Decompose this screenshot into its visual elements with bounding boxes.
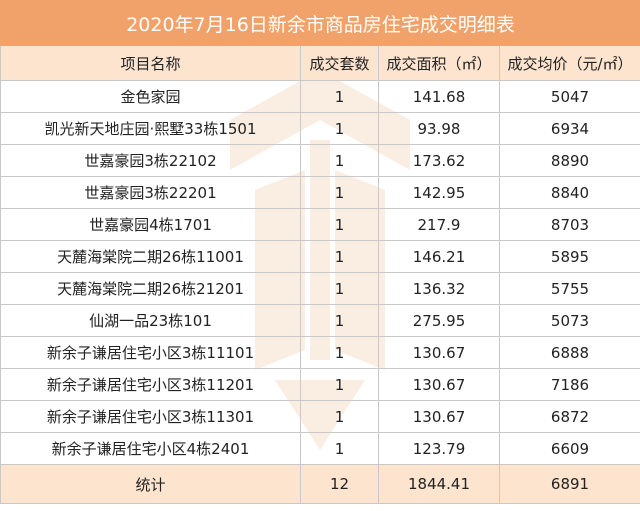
units-cell: 1 bbox=[300, 240, 379, 273]
units-cell: 1 bbox=[300, 112, 379, 145]
table-row: 新余子谦居住宅小区3栋11201 1 130.67 7186 bbox=[0, 368, 640, 401]
total-label: 统计 bbox=[0, 464, 301, 504]
table-row: 世嘉豪园4栋1701 1 217.9 8703 bbox=[0, 208, 640, 241]
table-row: 金色家园 1 141.68 5047 bbox=[0, 80, 640, 113]
total-units: 12 bbox=[300, 464, 379, 504]
area-cell: 130.67 bbox=[378, 400, 500, 433]
avg-price-cell: 8703 bbox=[499, 208, 640, 241]
avg-price-cell: 8840 bbox=[499, 176, 640, 209]
header-avg-price: 成交均价（元/㎡） bbox=[499, 45, 640, 81]
project-name-cell: 世嘉豪园3栋22201 bbox=[0, 176, 301, 209]
area-cell: 136.32 bbox=[378, 272, 500, 305]
table-title: 2020年7月16日新余市商品房住宅成交明细表 bbox=[0, 0, 640, 46]
units-cell: 1 bbox=[300, 272, 379, 305]
avg-price-cell: 7186 bbox=[499, 368, 640, 401]
project-name-cell: 新余子谦居住宅小区3栋11101 bbox=[0, 336, 301, 369]
project-name-cell: 仙湖一品23栋101 bbox=[0, 304, 301, 337]
total-row: 统计 12 1844.41 6891 bbox=[0, 464, 640, 504]
project-name-cell: 金色家园 bbox=[0, 80, 301, 113]
units-cell: 1 bbox=[300, 144, 379, 177]
table-row: 世嘉豪园3栋22201 1 142.95 8840 bbox=[0, 176, 640, 209]
table-row: 新余子谦居住宅小区4栋2401 1 123.79 6609 bbox=[0, 432, 640, 465]
area-cell: 93.98 bbox=[378, 112, 500, 145]
units-cell: 1 bbox=[300, 336, 379, 369]
area-cell: 173.62 bbox=[378, 144, 500, 177]
avg-price-cell: 6888 bbox=[499, 336, 640, 369]
table-row: 凯光新天地庄园·熙墅33栋1501 1 93.98 6934 bbox=[0, 112, 640, 145]
table-row: 仙湖一品23栋101 1 275.95 5073 bbox=[0, 304, 640, 337]
area-cell: 141.68 bbox=[378, 80, 500, 113]
avg-price-cell: 5073 bbox=[499, 304, 640, 337]
avg-price-cell: 5895 bbox=[499, 240, 640, 273]
area-cell: 130.67 bbox=[378, 336, 500, 369]
table-row: 世嘉豪园3栋22102 1 173.62 8890 bbox=[0, 144, 640, 177]
avg-price-cell: 5047 bbox=[499, 80, 640, 113]
area-cell: 146.21 bbox=[378, 240, 500, 273]
units-cell: 1 bbox=[300, 208, 379, 241]
area-cell: 130.67 bbox=[378, 368, 500, 401]
avg-price-cell: 8890 bbox=[499, 144, 640, 177]
header-row: 项目名称 成交套数 成交面积（㎡） 成交均价（元/㎡） bbox=[0, 45, 640, 81]
avg-price-cell: 6934 bbox=[499, 112, 640, 145]
units-cell: 1 bbox=[300, 432, 379, 465]
area-cell: 142.95 bbox=[378, 176, 500, 209]
header-project-name: 项目名称 bbox=[0, 45, 301, 81]
table-row: 天麓海棠院二期26栋21201 1 136.32 5755 bbox=[0, 272, 640, 305]
total-avg-price: 6891 bbox=[499, 464, 640, 504]
units-cell: 1 bbox=[300, 400, 379, 433]
area-cell: 217.9 bbox=[378, 208, 500, 241]
units-cell: 1 bbox=[300, 368, 379, 401]
avg-price-cell: 5755 bbox=[499, 272, 640, 305]
project-name-cell: 凯光新天地庄园·熙墅33栋1501 bbox=[0, 112, 301, 145]
header-area: 成交面积（㎡） bbox=[378, 45, 500, 81]
project-name-cell: 世嘉豪园4栋1701 bbox=[0, 208, 301, 241]
project-name-cell: 新余子谦居住宅小区3栋11301 bbox=[0, 400, 301, 433]
area-cell: 275.95 bbox=[378, 304, 500, 337]
table-row: 新余子谦居住宅小区3栋11101 1 130.67 6888 bbox=[0, 336, 640, 369]
area-cell: 123.79 bbox=[378, 432, 500, 465]
title-row: 2020年7月16日新余市商品房住宅成交明细表 bbox=[0, 0, 640, 46]
avg-price-cell: 6872 bbox=[499, 400, 640, 433]
units-cell: 1 bbox=[300, 80, 379, 113]
units-cell: 1 bbox=[300, 304, 379, 337]
table-row: 新余子谦居住宅小区3栋11301 1 130.67 6872 bbox=[0, 400, 640, 433]
project-name-cell: 天麓海棠院二期26栋21201 bbox=[0, 272, 301, 305]
units-cell: 1 bbox=[300, 176, 379, 209]
avg-price-cell: 6609 bbox=[499, 432, 640, 465]
header-units: 成交套数 bbox=[300, 45, 379, 81]
table-row: 天麓海棠院二期26栋11001 1 146.21 5895 bbox=[0, 240, 640, 273]
project-name-cell: 天麓海棠院二期26栋11001 bbox=[0, 240, 301, 273]
project-name-cell: 新余子谦居住宅小区4栋2401 bbox=[0, 432, 301, 465]
project-name-cell: 世嘉豪园3栋22102 bbox=[0, 144, 301, 177]
total-area: 1844.41 bbox=[378, 464, 500, 504]
project-name-cell: 新余子谦居住宅小区3栋11201 bbox=[0, 368, 301, 401]
